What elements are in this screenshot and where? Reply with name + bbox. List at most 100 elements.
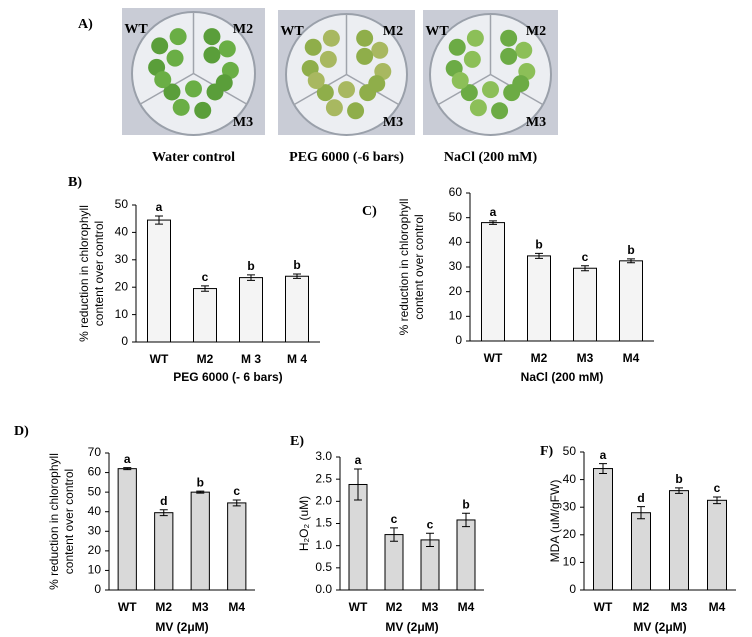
- leaf-disc: [304, 38, 322, 56]
- y-tick-label: 70: [88, 445, 102, 459]
- bar: [527, 255, 551, 342]
- y-tick-label: 20: [449, 284, 463, 298]
- panel-label: B): [68, 175, 82, 190]
- leaf-disc: [319, 50, 337, 68]
- significance-letter: c: [233, 484, 240, 498]
- error-bar: [426, 532, 434, 548]
- y-tick-label: 0: [569, 582, 576, 596]
- x-tick-label: M2: [197, 352, 214, 366]
- y-tick-label: 10: [563, 555, 577, 569]
- error-bar: [462, 512, 470, 528]
- leaf-disc: [215, 74, 233, 92]
- bar: [193, 288, 217, 343]
- dish-label: M3: [233, 115, 253, 130]
- bar: [384, 534, 404, 591]
- x-tick-label: WT: [118, 600, 137, 614]
- leaf-disc: [325, 99, 343, 117]
- x-tick-label: M 4: [287, 352, 307, 366]
- panel-label: C): [362, 204, 377, 219]
- significance-letter: b: [627, 243, 634, 257]
- y-axis-label: content over control: [92, 221, 106, 326]
- dish-label: WT: [425, 24, 449, 39]
- y-tick-label: 50: [449, 210, 463, 224]
- y-tick-label: 1.0: [315, 538, 332, 552]
- y-tick-label: 40: [563, 472, 577, 486]
- dish-label: M3: [526, 115, 546, 130]
- y-tick-label: 0.0: [315, 582, 332, 596]
- significance-letter: b: [247, 259, 254, 273]
- error-bar: [196, 490, 205, 494]
- leaf-disc: [512, 75, 530, 93]
- x-tick-label: M 3: [241, 352, 261, 366]
- significance-letter: a: [124, 452, 131, 466]
- error-bar: [247, 274, 255, 281]
- significance-letter: c: [202, 270, 209, 284]
- y-axis-label: % reduction in chlorophyll: [77, 205, 91, 342]
- significance-letter: a: [490, 205, 497, 219]
- leaf-disc: [451, 72, 469, 90]
- bar: [707, 499, 727, 591]
- bar: [227, 502, 247, 591]
- x-tick-label: WT: [594, 600, 613, 614]
- error-bar: [123, 467, 132, 471]
- leaf-disc: [469, 99, 487, 117]
- significance-letter: d: [160, 494, 167, 508]
- x-tick-label: WT: [150, 352, 169, 366]
- leaf-disc: [371, 41, 389, 59]
- error-bar: [155, 215, 163, 225]
- y-tick-label: 30: [563, 499, 577, 513]
- y-tick-label: 40: [449, 235, 463, 249]
- leaf-disc: [203, 28, 221, 46]
- y-tick-label: 10: [88, 563, 102, 577]
- error-bar: [599, 463, 607, 475]
- leaf-disc: [154, 71, 172, 89]
- bar: [481, 222, 505, 342]
- bar: [154, 512, 174, 591]
- leaf-disc: [166, 49, 184, 67]
- leaf-disc: [368, 75, 386, 93]
- leaf-disc: [482, 81, 499, 99]
- leaf-disc: [322, 29, 340, 47]
- x-tick-label: M4: [623, 351, 640, 365]
- significance-letter: c: [391, 512, 398, 526]
- significance-letter: a: [156, 200, 163, 214]
- x-tick-label: M2: [531, 351, 548, 365]
- error-bar: [232, 499, 241, 507]
- panel-label: A): [78, 17, 93, 32]
- x-tick-label: M3: [577, 351, 594, 365]
- photo-panel: [122, 8, 558, 136]
- y-tick-label: 0: [455, 333, 462, 347]
- y-tick-label: 2.5: [315, 471, 332, 485]
- y-tick-label: 40: [115, 225, 129, 239]
- bar: [190, 491, 210, 591]
- panel-label: E): [290, 434, 304, 449]
- bar: [456, 519, 476, 591]
- bar: [669, 490, 689, 591]
- error-bar: [159, 509, 168, 517]
- y-tick-label: 20: [115, 279, 129, 293]
- leaf-disc: [356, 47, 374, 65]
- leaf-disc: [169, 28, 187, 46]
- error-bar: [675, 487, 683, 494]
- significance-letter: c: [427, 517, 434, 531]
- y-tick-label: 20: [88, 543, 102, 557]
- x-tick-label: M2: [633, 600, 650, 614]
- dish-label: M2: [526, 24, 546, 39]
- y-axis-label: content over control: [412, 214, 426, 319]
- dish-label: WT: [124, 22, 148, 37]
- y-tick-label: 0: [94, 582, 101, 596]
- leaf-disc: [463, 50, 481, 68]
- y-tick-label: 2.0: [315, 494, 332, 508]
- x-axis-label: PEG 6000 (- 6 bars): [173, 370, 282, 384]
- bar: [593, 468, 613, 591]
- significance-letter: b: [462, 497, 469, 511]
- leaf-disc: [172, 98, 190, 116]
- leaf-disc: [448, 38, 466, 56]
- error-bar: [489, 220, 497, 225]
- error-bar: [637, 506, 645, 520]
- leaf-disc: [500, 47, 518, 65]
- y-tick-label: 50: [88, 484, 102, 498]
- error-bar: [627, 258, 635, 264]
